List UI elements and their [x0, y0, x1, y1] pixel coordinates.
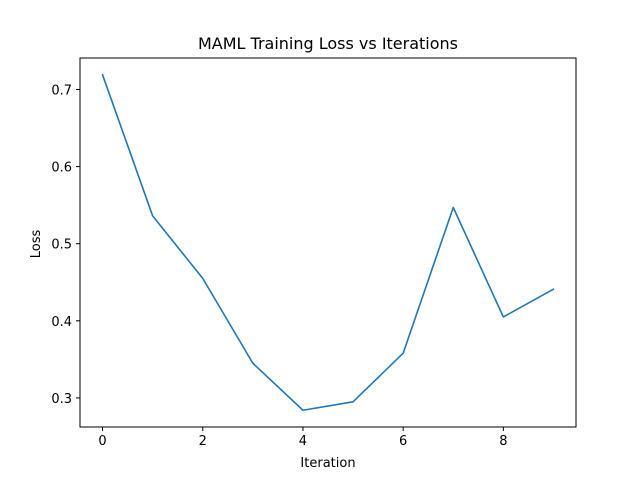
y-tick-label: 0.4: [51, 315, 72, 330]
chart-title: MAML Training Loss vs Iterations: [198, 34, 458, 53]
y-tick-label: 0.7: [51, 83, 72, 98]
x-tick-label: 2: [199, 434, 207, 449]
x-tick-label: 0: [98, 434, 106, 449]
y-tick-label: 0.3: [51, 392, 72, 407]
x-axis-ticks: 0 2 4 6 8: [98, 427, 507, 449]
y-axis-label: Loss: [29, 230, 44, 259]
y-axis-ticks: 0.3 0.4 0.5 0.6 0.7: [51, 83, 80, 407]
y-tick-label: 0.6: [51, 161, 72, 176]
series-line-0: [101, 73, 555, 412]
y-tick-label: 0.5: [51, 238, 72, 253]
plot-area: 0 2 4 6 8 0.3 0.4 0.5 0.6 0.7: [51, 57, 577, 449]
x-tick-label: 6: [399, 434, 407, 449]
x-tick-label: 4: [299, 434, 307, 449]
x-axis-label: Iteration: [300, 456, 355, 471]
x-tick-label: 8: [499, 434, 507, 449]
plot-frame: [79, 57, 577, 428]
series-layer: [101, 73, 555, 412]
